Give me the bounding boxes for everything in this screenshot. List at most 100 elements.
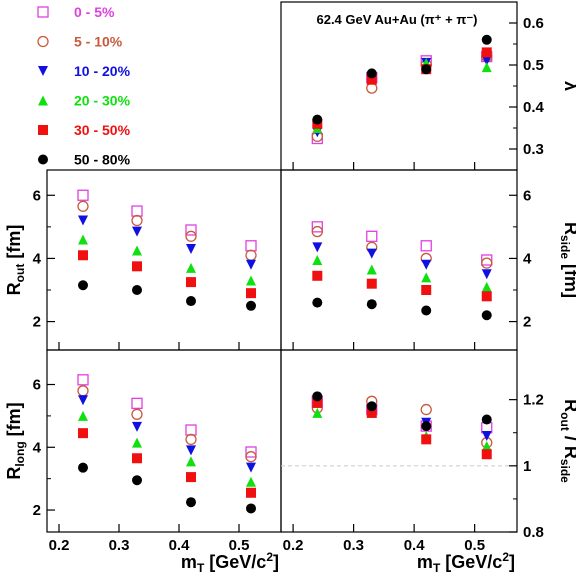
data-point-rside xyxy=(421,259,432,270)
y-axis-title: λ xyxy=(561,81,576,91)
legend: 0 - 5% 5 - 10% 10 - 20% 20 - 30% 30 - 50% 50 … xyxy=(37,4,131,168)
legend-label: 5 - 10% xyxy=(74,34,123,50)
x-tick-label: 0.5 xyxy=(464,537,485,554)
y-tick-label: 1.2 xyxy=(523,392,544,409)
x-axis-title: mT [GeV/c2] xyxy=(417,550,515,573)
legend-label: 20 - 30% xyxy=(74,93,131,109)
y-tick-label: 0.5 xyxy=(523,57,544,74)
data-point-ratio xyxy=(421,434,432,445)
x-tick-label: 0.4 xyxy=(169,537,191,554)
data-point-rlong xyxy=(185,433,197,446)
y-tick-label: 6 xyxy=(33,187,41,204)
y-tick-label: 4 xyxy=(523,250,532,267)
y-tick-label: 2 xyxy=(33,314,41,331)
data-point-rside xyxy=(366,248,377,259)
data-point-rlong xyxy=(131,408,143,420)
panel-rlong: 2 4 6 Rlong [fm] xyxy=(4,349,282,533)
legend-label: 30 - 50% xyxy=(74,122,131,138)
data-point-rside xyxy=(481,291,492,302)
y-tick-label: 4 xyxy=(33,439,42,456)
legend-marker xyxy=(38,154,48,165)
data-point-lambda xyxy=(366,68,377,79)
data-point-rside xyxy=(311,221,323,233)
data-point-rlong xyxy=(78,410,88,421)
data-point-ratio xyxy=(481,414,492,425)
y-tick-label: 6 xyxy=(33,377,41,394)
data-point-rside xyxy=(312,255,323,265)
data-point-rlong xyxy=(132,437,142,448)
panel-frame-ratio xyxy=(280,349,518,533)
data-point-rside xyxy=(366,230,378,242)
data-point-ratio xyxy=(312,391,323,402)
data-point-rout xyxy=(246,300,256,311)
data-point-rlong xyxy=(245,451,257,463)
data-point-rside xyxy=(421,272,432,283)
panel-frame-rlong xyxy=(46,349,282,533)
data-point-ratio xyxy=(312,397,323,408)
data-point-ratio xyxy=(481,440,492,451)
data-point-lambda xyxy=(421,64,432,75)
data-point-lambda xyxy=(481,62,492,73)
legend-marker xyxy=(38,125,48,135)
data-point-rlong xyxy=(132,475,142,486)
data-point-rlong xyxy=(131,397,143,409)
data-point-ratio xyxy=(312,407,323,418)
data-point-rout xyxy=(78,234,88,245)
data-point-rlong xyxy=(132,453,142,464)
legend-marker xyxy=(37,35,49,48)
data-point-rside xyxy=(481,269,492,280)
y-tick-label: 0.8 xyxy=(523,524,544,541)
data-point-rout xyxy=(186,262,196,273)
data-point-ratio xyxy=(421,421,432,432)
data-point-rout xyxy=(185,224,197,236)
data-point-rside xyxy=(481,254,493,266)
data-point-rlong xyxy=(186,445,196,456)
y-tick-label: 0.6 xyxy=(523,15,544,32)
data-point-rout xyxy=(77,189,89,201)
data-point-rout xyxy=(246,259,256,270)
data-point-rout xyxy=(131,205,143,217)
panel-lambda: 62.4 GeV Au+Au (π⁺ + π⁻) 0.3 0.4 0.5 0.6 λ xyxy=(280,1,576,171)
x-axis-title: mT [GeV/c2] xyxy=(181,550,279,573)
data-point-lambda xyxy=(366,74,377,85)
data-point-rlong xyxy=(246,462,256,473)
data-point-rside xyxy=(420,240,432,252)
data-point-rout xyxy=(78,280,88,291)
legend-marker xyxy=(38,66,48,76)
x-tick-label: 0.3 xyxy=(109,537,130,554)
y-tick-label: 6 xyxy=(523,187,531,204)
data-point-rlong xyxy=(78,428,88,439)
data-point-rout xyxy=(77,200,89,212)
legend-label: 10 - 20% xyxy=(74,63,131,79)
data-point-ratio xyxy=(366,401,377,412)
data-point-ratio xyxy=(481,449,492,460)
legend-marker xyxy=(38,95,48,106)
data-point-rout xyxy=(131,214,143,227)
y-tick-label: 0.4 xyxy=(523,99,545,116)
x-tick-label: 0.3 xyxy=(343,537,364,554)
data-point-rside xyxy=(312,297,323,308)
data-point-rlong xyxy=(246,476,256,487)
chart-title: 62.4 GeV Au+Au (π⁺ + π⁻) xyxy=(316,12,477,27)
data-point-lambda xyxy=(481,47,492,58)
data-point-rout xyxy=(78,250,88,261)
data-point-rlong xyxy=(78,462,88,473)
data-point-rout xyxy=(185,230,197,242)
legend-label: 50 - 80% xyxy=(74,152,131,168)
data-point-rout xyxy=(245,249,257,261)
data-point-rlong xyxy=(132,421,142,432)
y-axis-title: Rout [fm] xyxy=(4,225,27,296)
y-axis-title: Rout / Rside xyxy=(558,399,576,483)
data-point-ratio xyxy=(420,403,432,416)
data-point-rlong xyxy=(245,446,257,458)
data-point-rlong xyxy=(185,424,197,436)
data-point-rside xyxy=(366,264,377,275)
data-point-ratio xyxy=(481,431,492,442)
data-point-rout xyxy=(132,226,142,237)
data-point-rside xyxy=(481,281,492,292)
data-point-rout xyxy=(132,245,142,256)
data-point-rout xyxy=(132,285,142,295)
data-point-rside xyxy=(312,270,323,281)
data-point-rlong xyxy=(77,374,89,386)
